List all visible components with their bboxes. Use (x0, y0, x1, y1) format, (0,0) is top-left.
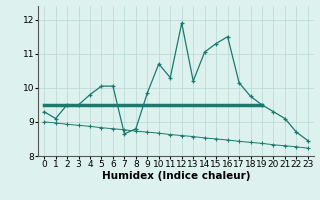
X-axis label: Humidex (Indice chaleur): Humidex (Indice chaleur) (102, 171, 250, 181)
